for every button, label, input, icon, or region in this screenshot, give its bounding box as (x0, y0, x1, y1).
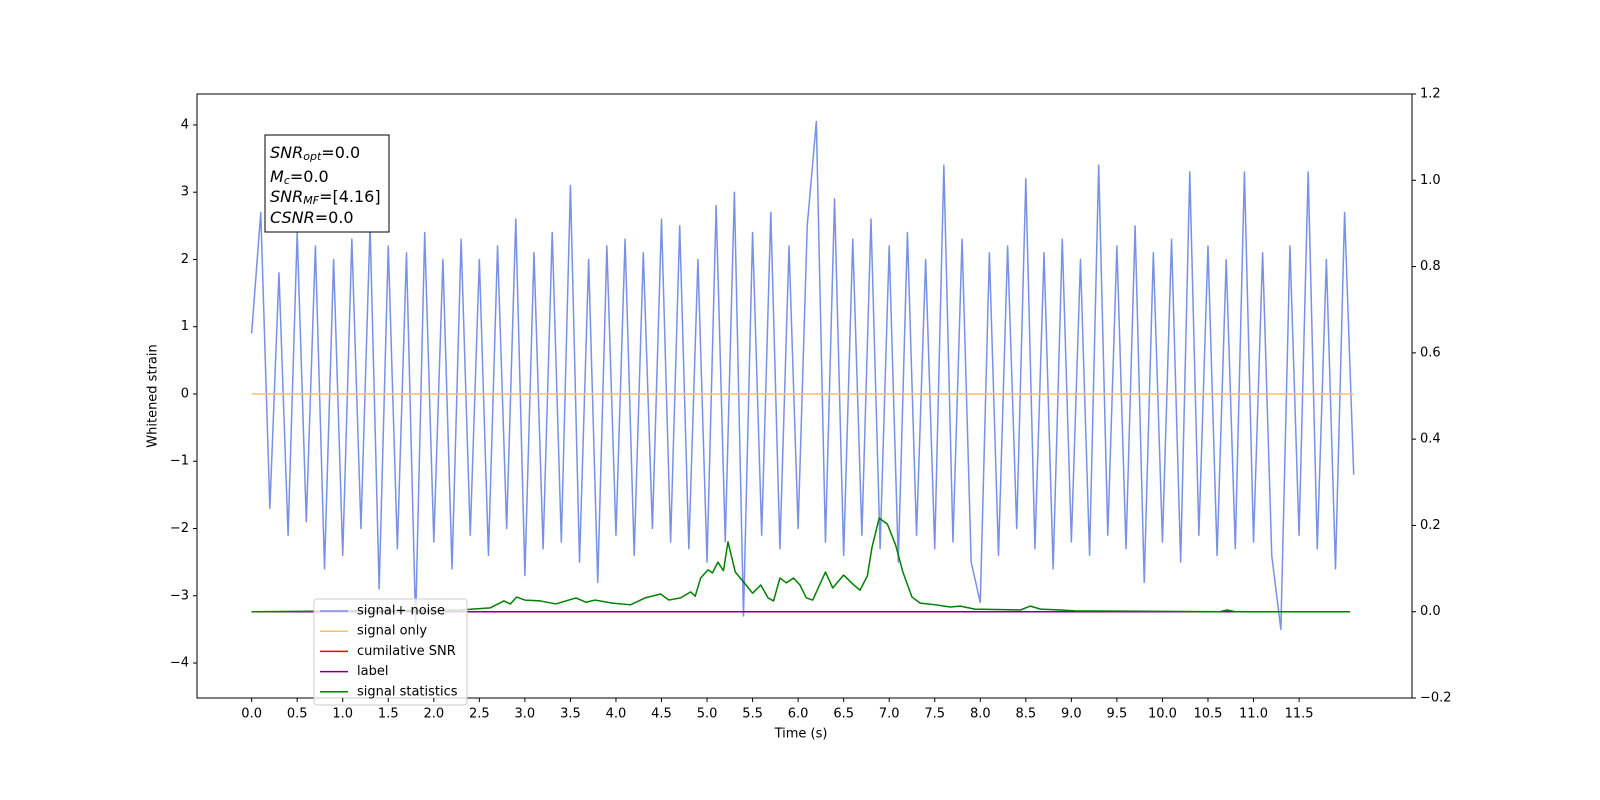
y-tick-label: −1 (170, 454, 189, 469)
y-tick-label: 3 (181, 185, 189, 200)
legend-label: signal statistics (357, 684, 458, 699)
y-tick-label: 2 (181, 252, 189, 267)
legend: signal+ noise signal only cumilative SNR la… (313, 598, 468, 706)
legend-label: label (357, 664, 388, 679)
x-tick-label: 1.0 (332, 707, 353, 722)
x-tick-label: 11.5 (1285, 707, 1314, 722)
x-tick-label: 3.5 (560, 707, 581, 722)
x-tick-label: 2.0 (423, 707, 444, 722)
y2-tick-label: 0.2 (1420, 518, 1441, 533)
legend-label: cumilative SNR (357, 644, 456, 659)
legend-label: signal+ noise (357, 604, 445, 619)
x-tick-label: 6.0 (788, 707, 809, 722)
x-axis-label: Time (s) (774, 727, 828, 742)
series-line (251, 517, 1351, 613)
y-axis-label: Whitened strain (146, 344, 161, 447)
y-tick-label: −4 (170, 656, 189, 671)
annotation-symbol: SNR (270, 143, 303, 162)
y2-tick-label: 0.4 (1420, 432, 1441, 447)
annotation-subscript: MF (303, 194, 319, 207)
x-tick-label: 0.0 (241, 707, 262, 722)
x-tick-label: 1.5 (378, 707, 399, 722)
x-tick-label: 4.0 (606, 707, 627, 722)
annotation-text: Mc=0.0 (270, 167, 329, 188)
x-tick-label: 5.0 (697, 707, 718, 722)
annotation-symbol: CSNR (270, 208, 315, 227)
axes-frame (196, 93, 1413, 699)
y-tick-label: 1 (181, 319, 189, 334)
y-tick-label: −2 (170, 521, 189, 536)
x-tick-label: 10.0 (1148, 707, 1177, 722)
x-tick-label: 10.5 (1194, 707, 1223, 722)
annotation-subscript: opt (303, 150, 322, 163)
annotation-value: =[4.16] (319, 187, 381, 206)
legend-frame (313, 598, 468, 706)
annotation-subscript: c (284, 174, 290, 187)
x-tick-label: 6.5 (833, 707, 854, 722)
annotation-frame (264, 134, 390, 233)
y-tick-label: 4 (181, 117, 189, 132)
y2-tick-label: 1.2 (1420, 87, 1441, 102)
x-tick-label: 2.5 (469, 707, 490, 722)
x-tick-label: 7.0 (879, 707, 900, 722)
y2-tick-label: 0.0 (1420, 604, 1441, 619)
series-line (250, 120, 1355, 631)
y-tick-label: 0 (181, 386, 189, 401)
annotation-value: =0.0 (290, 167, 329, 186)
y2-tick-label: 0.8 (1420, 259, 1441, 274)
y2-tick-label: −0.2 (1420, 691, 1452, 706)
annotation-value: =0.0 (321, 143, 360, 162)
annotation-text: CSNR=0.0 (270, 208, 354, 227)
x-tick-label: 9.0 (1061, 707, 1082, 722)
legend-label: signal only (357, 624, 427, 639)
plot-area (250, 120, 1355, 631)
annotation-text: SNRopt=0.0 (270, 143, 360, 164)
x-tick-label: 4.5 (651, 707, 672, 722)
y2-tick-label: 0.6 (1420, 345, 1441, 360)
x-tick-label: 3.0 (515, 707, 536, 722)
x-tick-label: 7.5 (924, 707, 945, 722)
annotation-symbol: M (270, 167, 284, 186)
x-tick-label: 8.0 (970, 707, 991, 722)
x-tick-label: 9.5 (1107, 707, 1128, 722)
annotation-value: =0.0 (315, 208, 354, 227)
y2-tick-label: 1.0 (1420, 173, 1441, 188)
x-tick-label: 0.5 (287, 707, 308, 722)
x-tick-label: 11.0 (1239, 707, 1268, 722)
x-tick-label: 5.5 (742, 707, 763, 722)
y-tick-label: −3 (170, 588, 189, 603)
annotation-text: SNRMF=[4.16] (270, 187, 381, 208)
x-tick-label: 8.5 (1015, 707, 1036, 722)
annotation-symbol: SNR (270, 187, 303, 206)
